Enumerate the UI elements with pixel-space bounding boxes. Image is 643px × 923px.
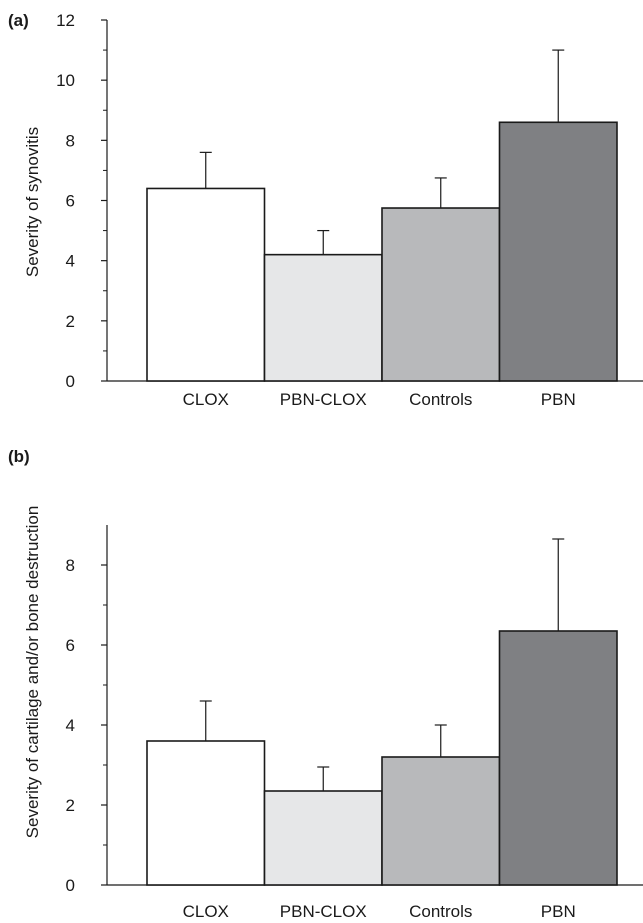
chart-panel-b: (b) Severity of cartilage and/or bone de… [8,447,643,921]
y-tick-label: 2 [66,796,75,815]
y-ticks: 0 2 4 6 8 [66,556,107,895]
y-tick-label: 2 [66,312,75,331]
y-tick-label: 4 [66,252,75,271]
category-labels: CLOX PBN-CLOX Controls PBN [183,390,576,409]
y-tick-label: 4 [66,716,75,735]
category-label: PBN [541,902,576,921]
category-label: PBN [541,390,576,409]
y-tick-label: 10 [56,71,75,90]
bar-controls [381,756,501,886]
bar-pbn [498,630,618,886]
category-label: CLOX [183,390,229,409]
y-tick-label: 8 [66,556,75,575]
category-label: Controls [409,390,472,409]
category-label: CLOX [183,902,229,921]
y-ticks: 0 2 4 6 8 10 12 [56,11,107,391]
bars [146,49,618,382]
y-tick-label: 0 [66,876,75,895]
bars [146,538,618,886]
chart-panel-a: (a) Severity of synovitis 0 2 4 6 8 10 12 CLOX… [8,11,643,409]
bar-pbn-clox [263,790,383,886]
bar-controls [381,207,501,382]
category-label: Controls [409,902,472,921]
y-axis-label: Severity of synovitis [23,127,42,277]
bar-pbn [498,121,618,382]
category-label: PBN-CLOX [280,390,367,409]
y-tick-label: 0 [66,372,75,391]
y-axis-label: Severity of cartilage and/or bone destru… [23,506,42,839]
y-tick-label: 12 [56,11,75,30]
panel-label: (a) [8,11,29,30]
category-labels: CLOX PBN-CLOX Controls PBN [183,902,576,921]
bar-clox [146,187,266,382]
y-tick-label: 8 [66,131,75,150]
panel-label: (b) [8,447,30,466]
category-label: PBN-CLOX [280,902,367,921]
y-tick-label: 6 [66,192,75,211]
y-tick-label: 6 [66,636,75,655]
bar-clox [146,740,266,886]
bar-pbn-clox [263,253,383,382]
